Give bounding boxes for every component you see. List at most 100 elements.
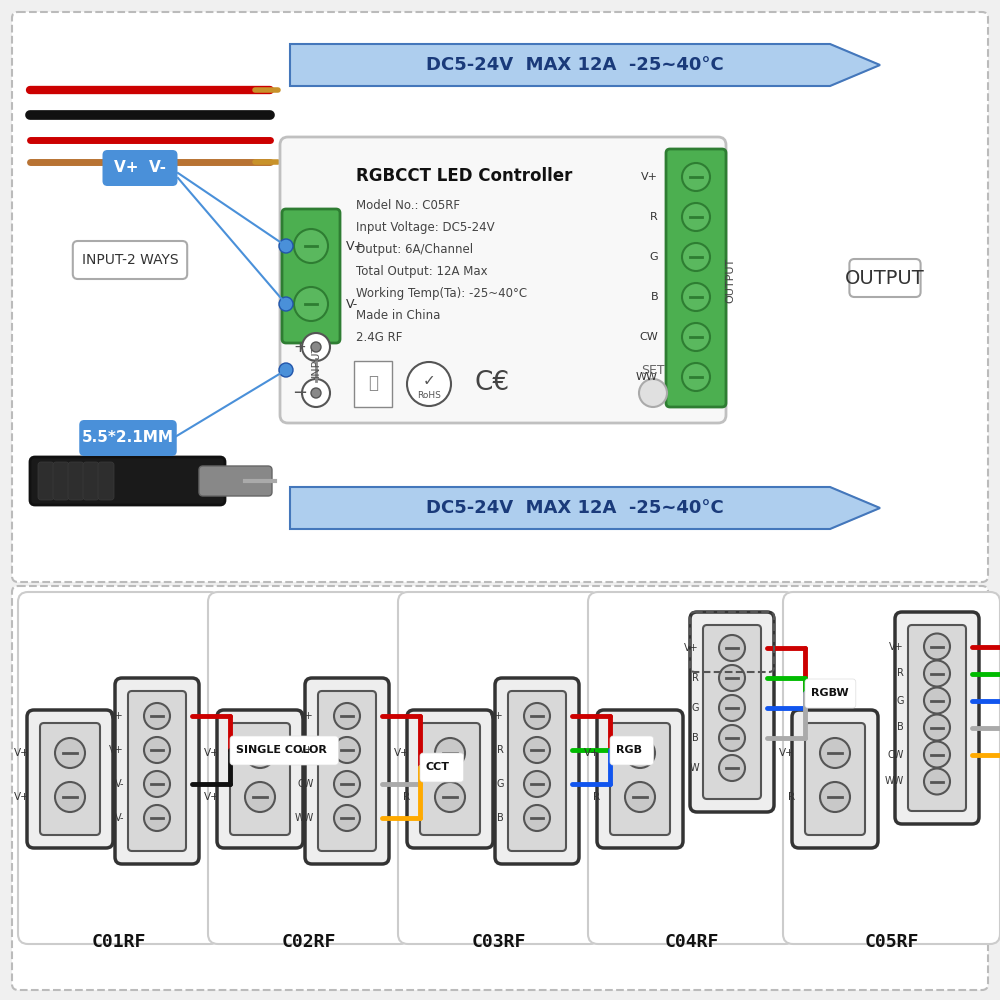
- Text: −: −: [292, 384, 308, 402]
- Text: Output: 6A/Channel: Output: 6A/Channel: [356, 243, 473, 256]
- Text: V+: V+: [346, 239, 365, 252]
- FancyBboxPatch shape: [199, 466, 272, 496]
- Text: Model No.: C05RF: Model No.: C05RF: [356, 199, 460, 212]
- Circle shape: [435, 738, 465, 768]
- FancyBboxPatch shape: [30, 457, 225, 505]
- Circle shape: [334, 805, 360, 831]
- Circle shape: [924, 714, 950, 740]
- Text: V+  V-: V+ V-: [114, 160, 166, 176]
- FancyBboxPatch shape: [18, 592, 220, 944]
- Circle shape: [820, 782, 850, 812]
- Circle shape: [639, 379, 667, 407]
- Text: V+: V+: [14, 792, 30, 802]
- Text: INPUT-2 WAYS: INPUT-2 WAYS: [82, 253, 178, 267]
- FancyBboxPatch shape: [597, 710, 683, 848]
- Circle shape: [719, 635, 745, 661]
- Circle shape: [279, 239, 293, 253]
- FancyBboxPatch shape: [805, 723, 865, 835]
- Text: C02RF: C02RF: [282, 933, 336, 951]
- Circle shape: [719, 725, 745, 751]
- FancyBboxPatch shape: [420, 753, 464, 782]
- FancyBboxPatch shape: [282, 209, 340, 343]
- Text: C04RF: C04RF: [664, 933, 719, 951]
- FancyBboxPatch shape: [38, 462, 54, 500]
- FancyBboxPatch shape: [783, 592, 1000, 944]
- FancyBboxPatch shape: [354, 361, 392, 407]
- Circle shape: [719, 755, 745, 781]
- FancyBboxPatch shape: [305, 678, 389, 864]
- Text: G: G: [692, 703, 699, 713]
- Text: +: +: [294, 340, 306, 355]
- Circle shape: [279, 297, 293, 311]
- Text: V+: V+: [299, 745, 314, 755]
- Circle shape: [682, 243, 710, 271]
- FancyBboxPatch shape: [908, 625, 966, 811]
- Text: SET: SET: [641, 363, 665, 376]
- Circle shape: [311, 388, 321, 398]
- Text: R: R: [650, 212, 658, 222]
- Text: RGBCCT LED Controller: RGBCCT LED Controller: [356, 167, 572, 185]
- Text: CCT: CCT: [426, 762, 450, 772]
- Text: V+: V+: [109, 711, 124, 721]
- FancyBboxPatch shape: [230, 736, 338, 765]
- Text: Made in China: Made in China: [356, 309, 440, 322]
- FancyArrow shape: [290, 487, 880, 529]
- Text: V+: V+: [299, 711, 314, 721]
- Circle shape: [820, 738, 850, 768]
- FancyBboxPatch shape: [703, 625, 761, 799]
- Circle shape: [682, 323, 710, 351]
- Circle shape: [245, 782, 275, 812]
- Circle shape: [294, 229, 328, 263]
- FancyBboxPatch shape: [68, 462, 84, 500]
- Circle shape: [924, 742, 950, 768]
- Circle shape: [144, 771, 170, 797]
- FancyBboxPatch shape: [217, 710, 303, 848]
- FancyBboxPatch shape: [792, 710, 878, 848]
- Circle shape: [524, 805, 550, 831]
- Circle shape: [625, 782, 655, 812]
- FancyBboxPatch shape: [280, 137, 726, 423]
- FancyBboxPatch shape: [27, 710, 113, 848]
- Text: V+: V+: [204, 748, 220, 758]
- Text: SINGLE COLOR: SINGLE COLOR: [236, 745, 327, 755]
- Text: W: W: [689, 763, 699, 773]
- FancyBboxPatch shape: [666, 149, 726, 407]
- Circle shape: [924, 660, 950, 686]
- Text: OUTPUT: OUTPUT: [845, 268, 925, 288]
- Text: C01RF: C01RF: [92, 933, 146, 951]
- Circle shape: [682, 203, 710, 231]
- Circle shape: [407, 362, 451, 406]
- Text: WW: WW: [885, 776, 904, 786]
- Text: V+: V+: [889, 642, 904, 652]
- FancyBboxPatch shape: [398, 592, 600, 944]
- Text: ✓: ✓: [423, 373, 435, 388]
- Circle shape: [302, 333, 330, 361]
- FancyBboxPatch shape: [318, 691, 376, 851]
- Circle shape: [924, 634, 950, 660]
- Text: Input Voltage: DC5-24V: Input Voltage: DC5-24V: [356, 221, 495, 234]
- Circle shape: [311, 342, 321, 352]
- Text: V-: V-: [114, 779, 124, 789]
- Text: Total Output: 12A Max: Total Output: 12A Max: [356, 265, 488, 278]
- FancyBboxPatch shape: [53, 462, 69, 500]
- Circle shape: [524, 737, 550, 763]
- Circle shape: [55, 738, 85, 768]
- Text: CW: CW: [298, 779, 314, 789]
- Text: V+: V+: [684, 643, 699, 653]
- Circle shape: [334, 737, 360, 763]
- FancyBboxPatch shape: [849, 259, 921, 297]
- Text: V+: V+: [584, 748, 600, 758]
- FancyBboxPatch shape: [588, 592, 795, 944]
- Text: C€: C€: [474, 370, 509, 396]
- Circle shape: [524, 703, 550, 729]
- Circle shape: [682, 283, 710, 311]
- Text: R: R: [593, 792, 600, 802]
- Text: C05RF: C05RF: [864, 933, 919, 951]
- Text: 5.5*2.1MM: 5.5*2.1MM: [82, 430, 174, 446]
- FancyBboxPatch shape: [895, 612, 979, 824]
- FancyBboxPatch shape: [690, 612, 774, 812]
- Circle shape: [144, 805, 170, 831]
- Text: V-: V-: [114, 813, 124, 823]
- Circle shape: [302, 379, 330, 407]
- Text: G: G: [496, 779, 504, 789]
